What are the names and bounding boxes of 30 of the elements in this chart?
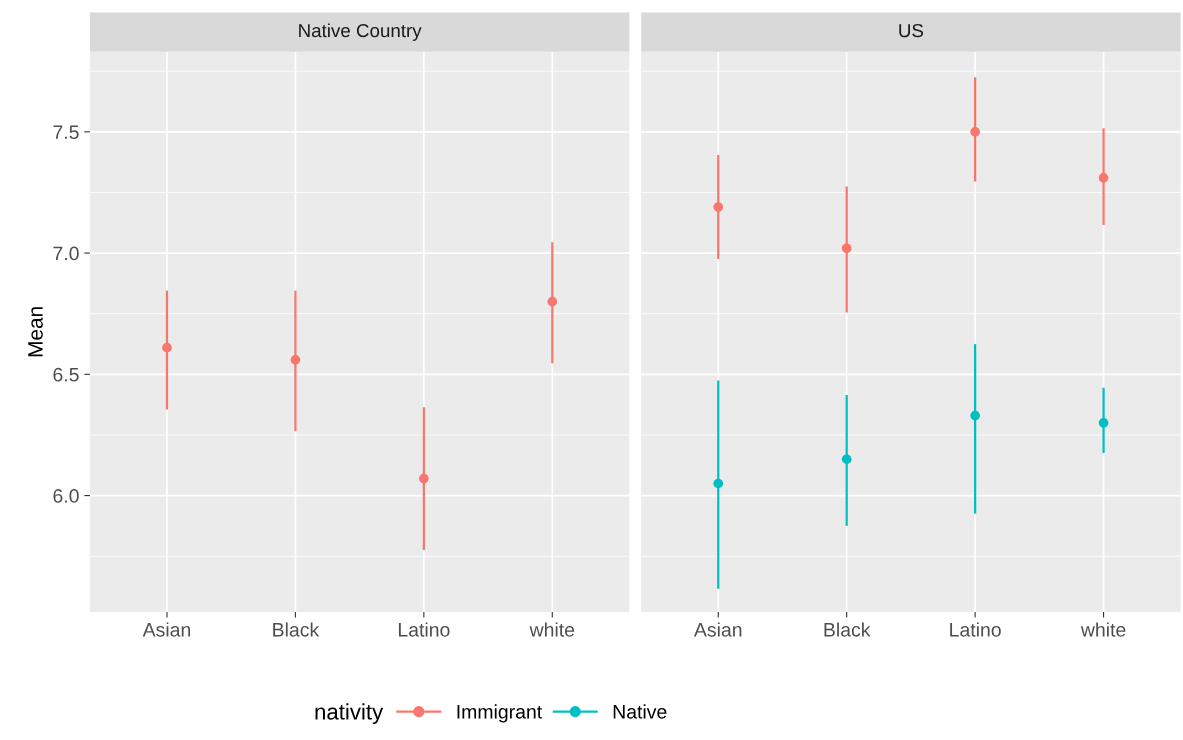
- x-tick-label: Latino: [950, 622, 1001, 637]
- y-tick-label: 7.5: [53, 125, 79, 140]
- point: [713, 478, 724, 489]
- point: [841, 243, 852, 254]
- legend-label: Immigrant: [457, 704, 543, 723]
- point: [547, 296, 558, 307]
- point: [970, 127, 980, 137]
- point: [713, 202, 724, 212]
- x-tick-label: Latino: [398, 622, 450, 637]
- legend-title: nativity: [315, 703, 384, 725]
- chart-title: Native Country: [299, 23, 422, 41]
- point: [1098, 173, 1109, 183]
- legend-label: Native: [613, 704, 667, 719]
- point: [841, 454, 852, 465]
- x-tick-label: Black: [273, 622, 320, 637]
- x-tick-label: white: [529, 622, 575, 637]
- x-tick-label: Black: [824, 622, 871, 637]
- point: [1098, 418, 1109, 428]
- y-tick-label: 6.0: [53, 489, 79, 503]
- x-tick-label: Asian: [693, 622, 742, 637]
- y-tick-label: 6.5: [53, 367, 79, 382]
- point: [290, 354, 301, 365]
- point: [419, 473, 429, 484]
- x-tick-label: white: [1080, 622, 1126, 637]
- x-tick-label: Asian: [142, 622, 191, 637]
- chart-title: US: [899, 23, 924, 38]
- y-tick-label: 7.0: [53, 246, 79, 261]
- point: [162, 342, 172, 353]
- point: [970, 410, 980, 421]
- y-axis-title: Mean: [28, 307, 43, 357]
